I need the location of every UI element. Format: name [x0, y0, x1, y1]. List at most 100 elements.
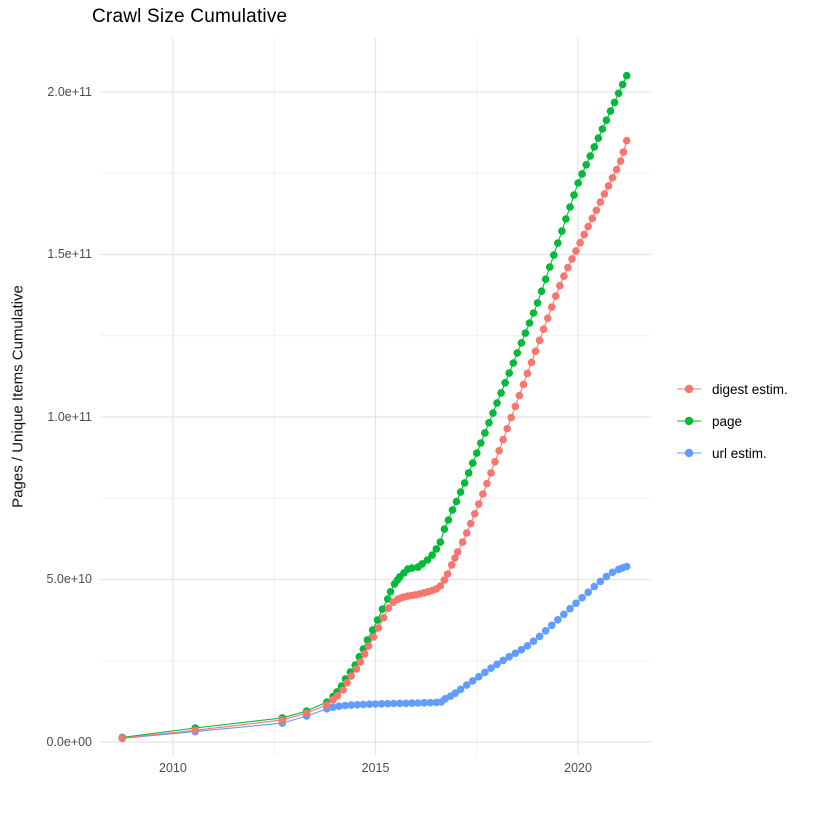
data-point — [456, 488, 465, 496]
data-point — [566, 604, 574, 613]
data-point — [622, 71, 631, 80]
data-point — [610, 98, 619, 107]
data-point — [574, 179, 582, 187]
data-point — [612, 165, 621, 174]
y-tick-label: 5.0e+10 — [46, 572, 92, 587]
data-point — [471, 510, 479, 518]
data-point — [505, 653, 513, 661]
data-point — [489, 409, 497, 417]
data-point — [452, 497, 461, 506]
data-point — [371, 700, 380, 708]
data-point — [541, 627, 550, 635]
legend-label: digest estim. — [712, 381, 788, 397]
data-point — [554, 239, 562, 247]
data-point — [462, 529, 471, 537]
data-point — [485, 419, 493, 427]
data-point — [341, 701, 349, 710]
data-point — [402, 699, 410, 708]
data-point — [335, 702, 343, 710]
data-point — [616, 157, 625, 165]
data-point — [495, 447, 503, 455]
data-point — [545, 263, 554, 271]
data-point — [477, 439, 485, 447]
data-point — [396, 699, 404, 708]
data-point — [596, 198, 605, 206]
data-point — [580, 230, 588, 239]
data-series-digest-estim — [118, 136, 631, 742]
data-point — [365, 700, 374, 708]
data-point — [525, 319, 534, 327]
data-point — [352, 665, 361, 673]
data-point — [426, 698, 435, 707]
data-point — [529, 309, 538, 317]
data-point — [493, 399, 501, 407]
data-point — [487, 469, 495, 477]
y-tick-label: 0.0e+00 — [46, 734, 92, 749]
data-point — [440, 576, 449, 584]
data-point — [586, 152, 594, 160]
data-point — [523, 369, 532, 378]
data-point — [278, 716, 287, 724]
data-point — [517, 645, 526, 654]
legend-key-dot — [684, 416, 694, 426]
data-point — [466, 519, 475, 528]
chart-title: Crawl Size Cumulative — [92, 6, 288, 27]
series-line — [122, 565, 627, 739]
data-point — [568, 255, 576, 263]
data-point — [602, 572, 611, 581]
data-point — [517, 339, 526, 347]
data-point — [560, 610, 568, 619]
data-point — [333, 692, 342, 700]
data-point — [418, 560, 426, 568]
data-point — [499, 656, 507, 665]
data-point — [505, 369, 513, 377]
data-point — [578, 170, 586, 178]
data-point — [408, 564, 416, 572]
y-tick-label: 1.0e+11 — [47, 409, 92, 424]
data-point — [513, 349, 522, 357]
data-point — [608, 568, 617, 577]
data-point — [527, 358, 536, 367]
data-point — [547, 621, 556, 630]
data-point — [576, 239, 584, 247]
data-point — [503, 424, 512, 433]
data-point — [479, 490, 487, 498]
data-point — [379, 614, 388, 622]
data-point — [302, 709, 311, 717]
data-point — [556, 281, 564, 290]
data-point — [481, 668, 489, 677]
data-point — [468, 677, 477, 685]
data-point — [600, 190, 609, 198]
data-point — [535, 632, 544, 641]
data-point — [594, 134, 603, 142]
data-point — [356, 658, 365, 666]
x-tick-label: 2015 — [361, 761, 390, 775]
data-point — [353, 701, 362, 709]
data-point — [619, 148, 628, 156]
data-point — [509, 359, 518, 367]
data-point — [451, 689, 460, 697]
data-point — [554, 616, 562, 624]
data-point — [511, 402, 520, 411]
data-point — [539, 325, 548, 334]
data-series-url-estim — [118, 562, 631, 743]
data-point — [537, 287, 546, 295]
data-point — [560, 272, 568, 280]
data-point — [378, 605, 387, 613]
data-point — [389, 699, 398, 708]
data-point — [543, 314, 552, 323]
data-point — [364, 642, 373, 650]
data-point — [428, 551, 437, 559]
data-point — [507, 413, 515, 422]
data-point — [564, 263, 572, 272]
data-point — [458, 538, 467, 546]
data-point — [347, 701, 355, 709]
series-line — [122, 140, 628, 739]
data-point — [118, 734, 127, 742]
data-series-page — [118, 71, 631, 742]
data-point — [592, 206, 601, 215]
data-point — [606, 107, 615, 115]
data-point — [529, 637, 538, 645]
legend: digest estim. page url estim. — [676, 378, 788, 464]
data-point — [343, 679, 351, 687]
